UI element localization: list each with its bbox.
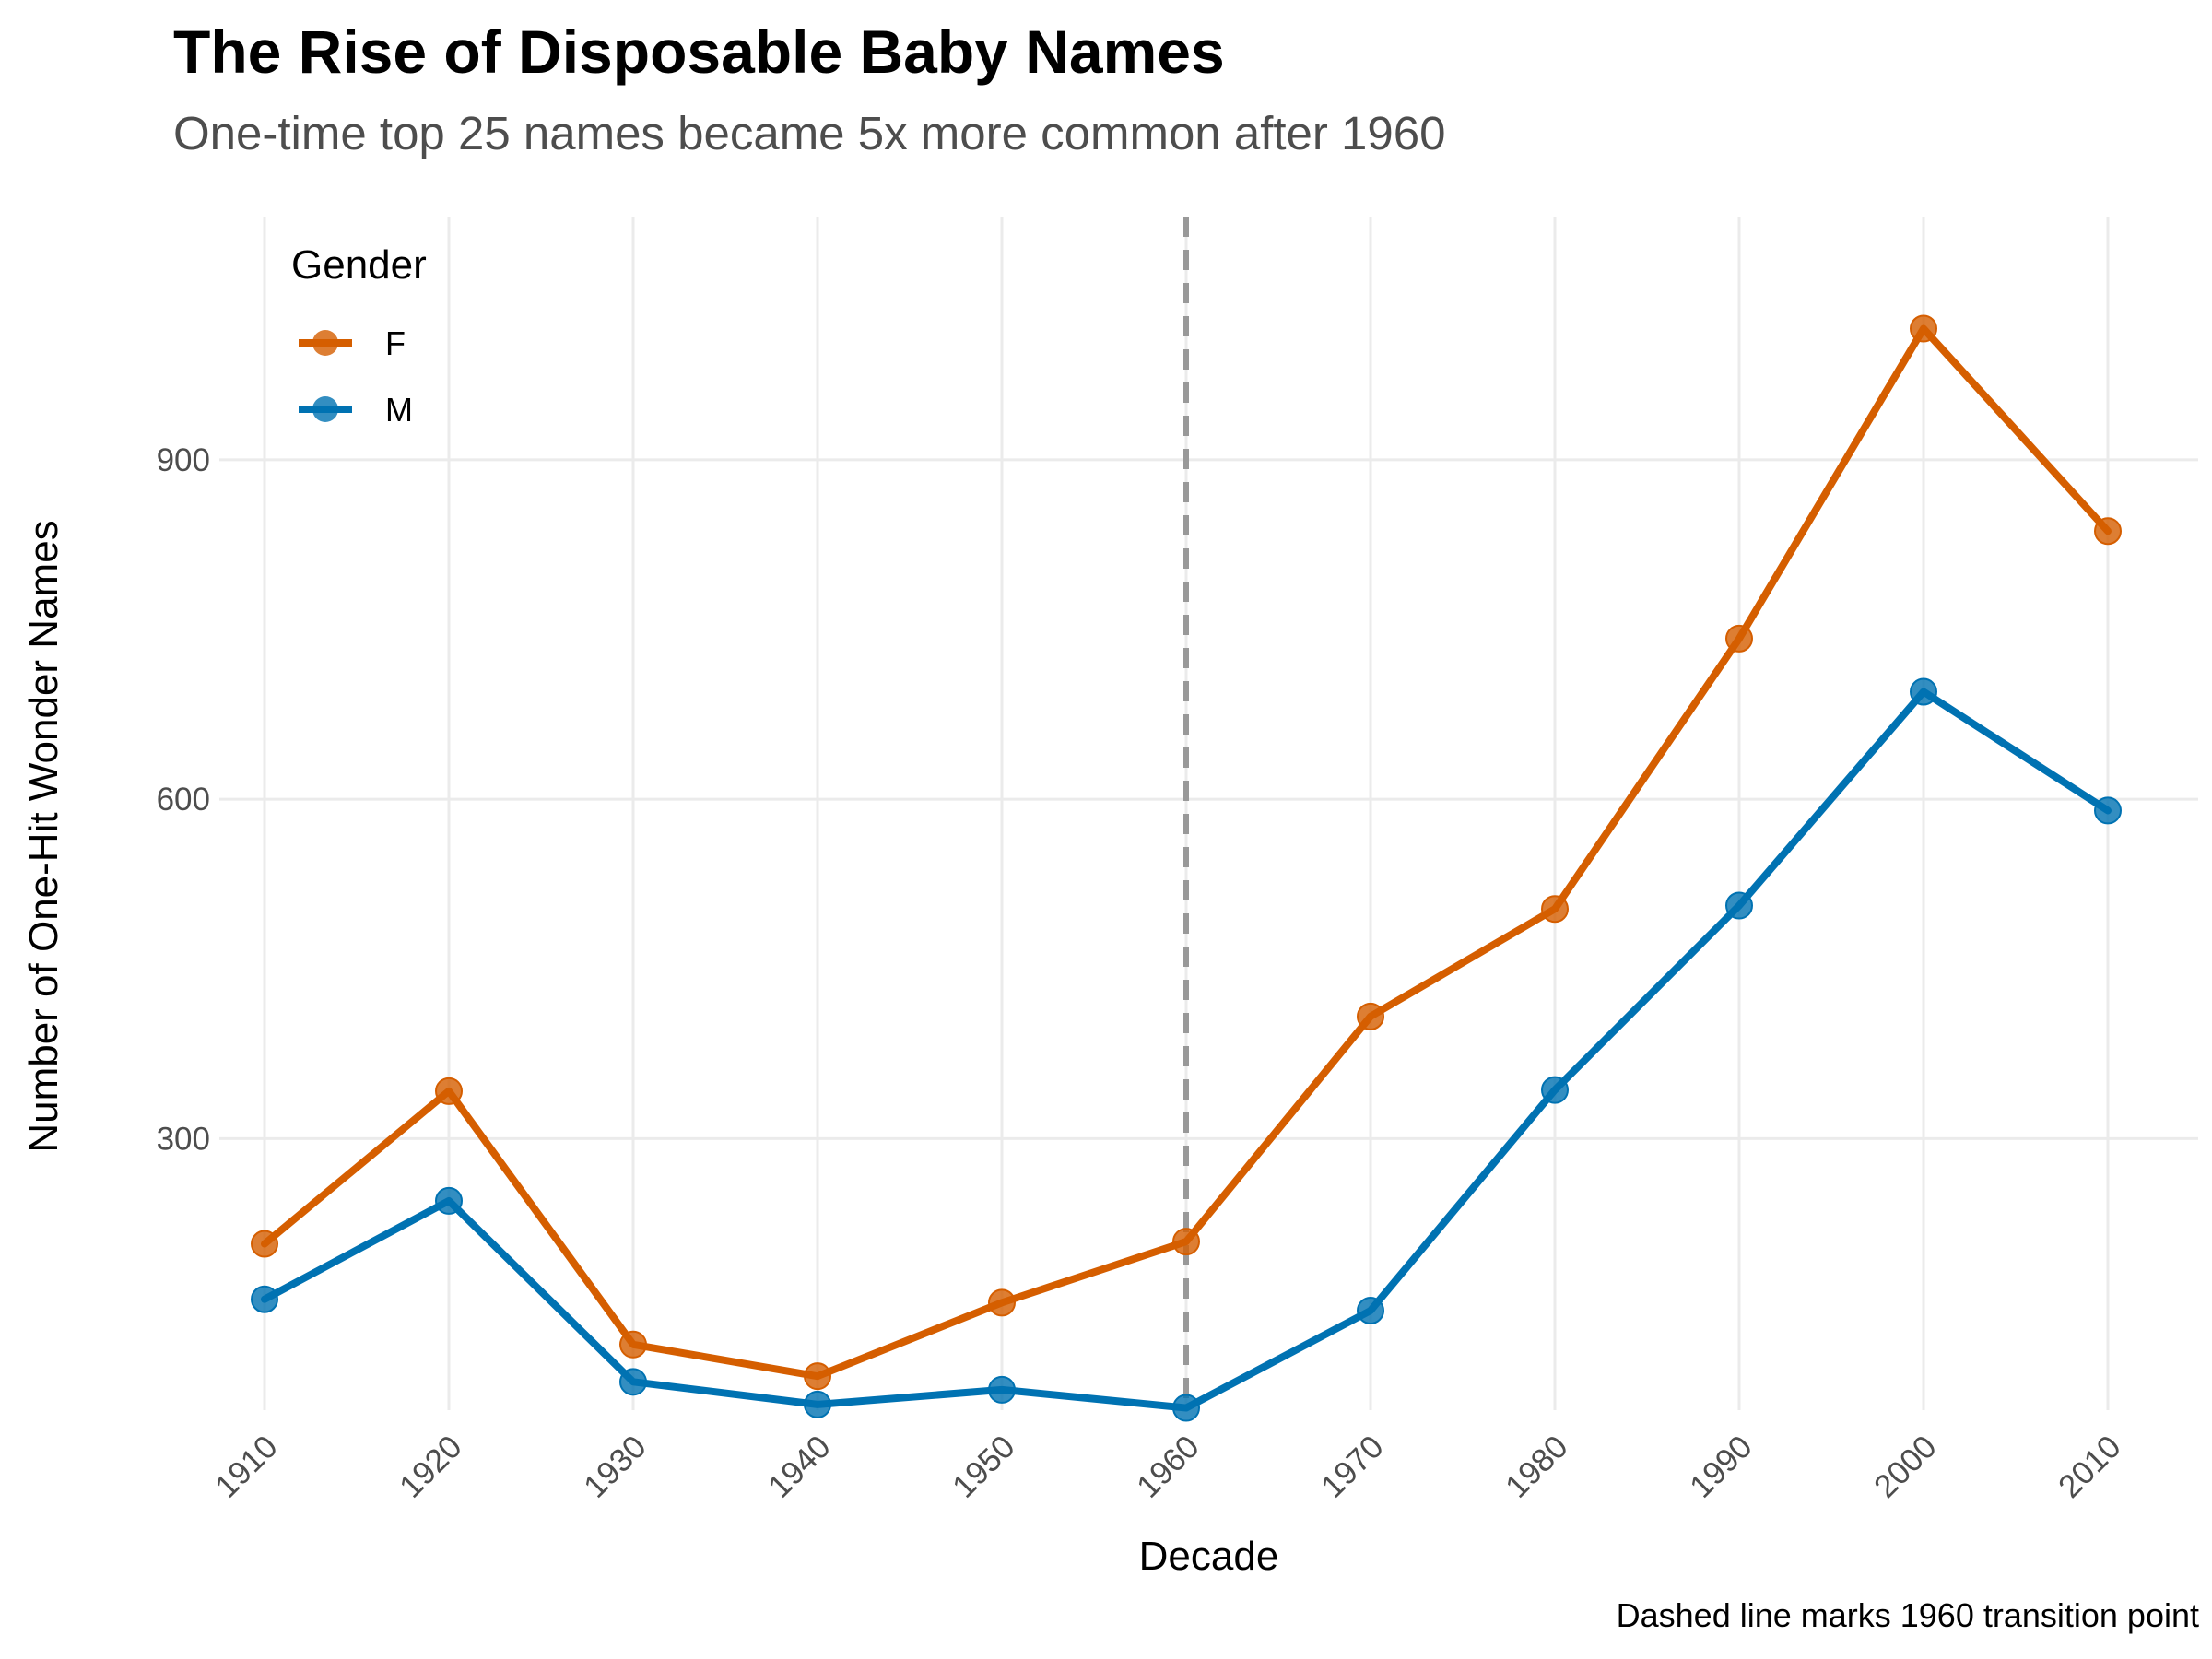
data-point-F	[1172, 1228, 1200, 1256]
x-tick-label: 1980	[1499, 1429, 1575, 1505]
grid	[219, 217, 2198, 1410]
data-point-F	[619, 1330, 647, 1359]
y-tick-label: 900	[157, 442, 210, 478]
data-point-M	[1541, 1076, 1569, 1104]
y-axis-title: Number of One-Hit Wonder Names	[21, 520, 66, 1152]
data-point-F	[1541, 895, 1569, 924]
data-point-F	[988, 1288, 1016, 1317]
data-point-M	[2094, 796, 2122, 825]
data-point-M	[619, 1368, 647, 1396]
data-point-F	[1725, 624, 1753, 653]
data-point-F	[2094, 517, 2122, 546]
chart-caption: Dashed line marks 1960 transition point	[1616, 1596, 2199, 1634]
data-point-M	[1172, 1394, 1200, 1422]
x-tick-label: 1920	[393, 1429, 469, 1505]
legend-key-point	[312, 330, 338, 356]
y-tick-label: 600	[157, 782, 210, 818]
data-point-M	[804, 1390, 831, 1418]
data-point-M	[1910, 677, 1937, 706]
x-tick-label: 1960	[1130, 1429, 1206, 1505]
data-point-F	[1910, 314, 1937, 343]
data-point-M	[251, 1285, 278, 1313]
legend: Gender FM	[291, 242, 427, 429]
data-point-M	[435, 1186, 463, 1215]
legend-label: M	[385, 391, 413, 429]
x-tick-label: 1930	[577, 1429, 653, 1505]
x-tick-label: 1970	[1314, 1429, 1391, 1505]
x-tick-label: 1950	[946, 1429, 1022, 1505]
x-tick-label: 1940	[761, 1429, 838, 1505]
x-axis: 1910 1920 1930 1940 1950 1960 1970 1980 1990 2000…	[208, 1429, 2128, 1505]
x-axis-title: Decade	[1139, 1534, 1279, 1579]
legend-key-point	[312, 396, 338, 422]
data-point-M	[1357, 1296, 1384, 1324]
x-tick-label: 1910	[208, 1429, 285, 1505]
x-tick-label: 2000	[1867, 1429, 1944, 1505]
chart-subtitle: One-time top 25 names became 5x more com…	[173, 107, 1446, 159]
y-axis: 300 600 900	[157, 442, 210, 1157]
y-tick-label: 300	[157, 1121, 210, 1157]
x-tick-label: 1990	[1683, 1429, 1759, 1505]
data-point-F	[804, 1362, 831, 1391]
x-tick-label: 2010	[2052, 1429, 2128, 1505]
legend-label: F	[385, 324, 406, 362]
data-point-F	[435, 1077, 463, 1105]
series-group	[251, 314, 2122, 1422]
chart-title: The Rise of Disposable Baby Names	[173, 18, 1225, 86]
legend-title: Gender	[291, 242, 427, 288]
data-point-M	[988, 1375, 1016, 1404]
data-point-M	[1725, 891, 1753, 920]
data-point-F	[251, 1230, 278, 1258]
data-point-F	[1357, 1002, 1384, 1030]
